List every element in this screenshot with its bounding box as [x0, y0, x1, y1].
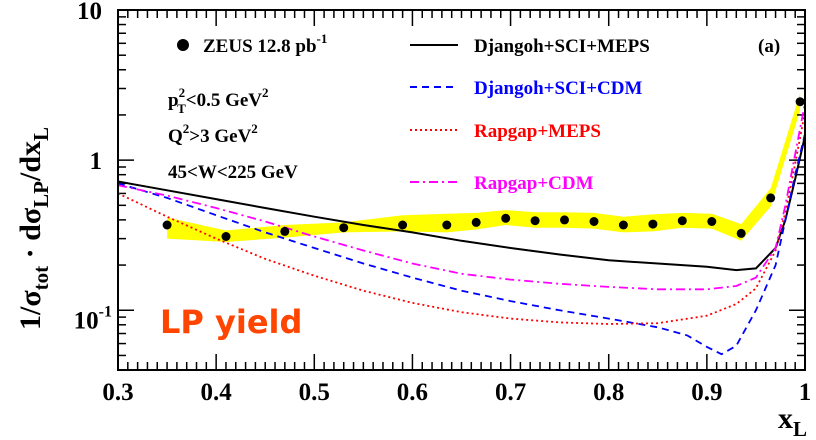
data-point: [221, 232, 231, 241]
y-tick-label: 10: [77, 0, 102, 25]
x-tick-label: 0.3: [102, 379, 133, 406]
cut-w: 45<W<225 GeV: [168, 162, 298, 183]
series-line-djangoh-sci-meps: [117, 135, 806, 272]
legend-label: Djangoh+SCI+CDM: [474, 78, 642, 99]
x-tick-label: 0.6: [397, 379, 428, 406]
x-tick-label: 0.5: [299, 379, 330, 406]
data-point: [618, 220, 628, 230]
legend-data-label: ZEUS 12.8 pb-1: [203, 31, 327, 57]
cut-q2: Q2>3 GeV2: [168, 121, 258, 147]
x-tick-label: 0.8: [593, 379, 624, 406]
data-point: [766, 193, 776, 203]
cut-pt: p2 T<0.5 GeV2: [168, 85, 269, 116]
x-tick-label: 0.4: [201, 379, 233, 406]
data-point: [736, 228, 746, 238]
legend-label: Djangoh+SCI+MEPS: [474, 36, 650, 57]
plot-frame: [117, 9, 806, 371]
y-tick-label: 10-1: [74, 303, 112, 334]
x-axis-label: xL: [778, 402, 807, 440]
data-point: [280, 226, 290, 236]
data-point: [677, 216, 687, 226]
data-point: [501, 213, 511, 223]
legend-label: Rapgap+CDM: [474, 173, 594, 194]
legend-data: ZEUS 12.8 pb-1: [177, 31, 327, 57]
data-point: [648, 219, 658, 229]
series-line-rapgap-cdm: [117, 102, 806, 291]
series-line-djangoh-sci-cdm: [117, 133, 806, 356]
x-tick-label: 1: [799, 379, 812, 406]
data-points-layer: [162, 97, 805, 241]
curves-layer: [117, 102, 806, 356]
data-point: [162, 220, 172, 230]
series-line-rapgap-meps: [117, 111, 806, 325]
data-point: [339, 223, 349, 233]
data-point: [707, 217, 717, 226]
data-point: [442, 220, 452, 230]
cuts-text: p2 T<0.5 GeV2 Q2>3 GeV2 45<W<225 GeV: [168, 85, 298, 183]
y-axis-label: 1/σtot · dσLP/dxL: [14, 127, 53, 330]
data-systematic-band: [167, 93, 801, 242]
lp-yield-annotation: LP yield: [160, 303, 302, 341]
data-point: [560, 215, 569, 225]
x-tick-label: 0.9: [691, 379, 722, 406]
legend-data-marker: [177, 39, 189, 51]
data-point: [471, 217, 481, 227]
panel-tag: (a): [758, 36, 780, 57]
y-tick-label: 1: [90, 148, 103, 175]
data-point: [398, 220, 408, 230]
x-tick-label: 0.7: [495, 379, 526, 406]
data-point: [530, 216, 540, 226]
y-tick-labels: 10 1 10-1: [74, 0, 112, 334]
data-point: [589, 217, 599, 226]
x-tick-labels: 0.3 0.4 0.5 0.6 0.7 0.8 0.9 1: [102, 379, 811, 406]
data-point: [795, 97, 805, 107]
legend-label: Rapgap+MEPS: [474, 121, 601, 142]
data-band-layer: [167, 93, 801, 242]
legend-models: Djangoh+SCI+MEPS Djangoh+SCI+CDM Rapgap+ME…: [410, 36, 650, 194]
